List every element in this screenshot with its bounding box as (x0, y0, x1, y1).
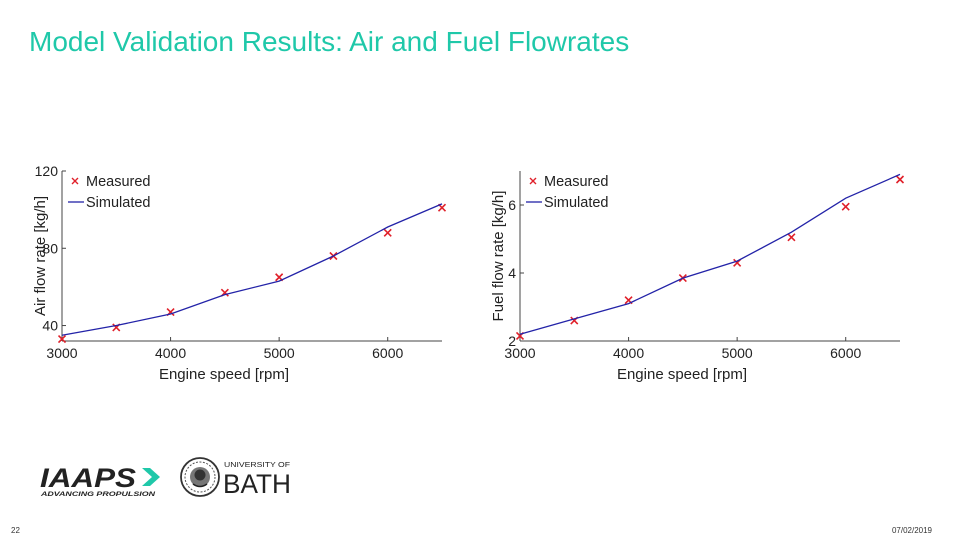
legend-simulated-label: Simulated (544, 195, 608, 211)
x-tick-label: 3000 (504, 345, 535, 361)
y-axis-title: Fuel flow rate [kg/h] (490, 191, 507, 322)
legend-simulated-label: Simulated (86, 195, 150, 211)
simulated-series-line (61, 203, 443, 336)
iaaps-logo: IAAPS ADVANCING PROPULSION (40, 463, 160, 498)
air-flow-chart: 3000 4000 5000 6000 40 80 120 Engine speed [rpm… (32, 163, 447, 383)
page-number: 22 (11, 526, 20, 535)
bath-logo-line2: BATH (223, 469, 291, 499)
legend-measured-marker (71, 177, 79, 185)
chart-legend: Measured Simulated (526, 174, 608, 211)
y-axis-title: Air flow rate [kg/h] (32, 196, 49, 316)
measured-point (895, 175, 905, 184)
y-tick-label: 120 (35, 163, 59, 179)
x-tick-label: 5000 (722, 345, 753, 361)
fuel-flow-chart: 3000 4000 5000 6000 2 4 6 Engine speed [rpm] Fue… (490, 171, 905, 383)
university-of-bath-logo: UNIVERSITY OF BATH (180, 457, 291, 499)
iaaps-logo-chevron-icon (142, 468, 160, 486)
measured-point (841, 202, 850, 211)
measured-point (383, 228, 392, 237)
iaaps-logo-tagline: ADVANCING PROPULSION (40, 491, 156, 498)
x-tick-label: 5000 (264, 345, 295, 361)
measured-point (57, 335, 67, 344)
slide-title: Model Validation Results: Air and Fuel F… (29, 26, 630, 57)
x-axis-title: Engine speed [rpm] (617, 366, 747, 383)
y-tick-label: 4 (508, 265, 516, 281)
measured-point (787, 233, 796, 242)
y-tick-label: 6 (508, 197, 516, 213)
bath-logo-line1: UNIVERSITY OF (224, 462, 290, 469)
x-tick-label: 6000 (830, 345, 861, 361)
legend-measured-marker (529, 177, 537, 185)
y-tick-label: 80 (42, 240, 58, 256)
legend-measured-label: Measured (86, 174, 150, 190)
chart-legend: Measured Simulated (68, 174, 150, 211)
legend-measured-label: Measured (544, 174, 608, 190)
x-tick-label: 4000 (613, 345, 644, 361)
bath-seal-icon (180, 457, 220, 497)
x-axis-title: Engine speed [rpm] (159, 366, 289, 383)
simulated-series-line (519, 173, 901, 335)
x-tick-label: 6000 (372, 345, 403, 361)
y-tick-label: 2 (508, 333, 516, 349)
iaaps-logo-text: IAAPS (40, 463, 136, 493)
x-tick-label: 4000 (155, 345, 186, 361)
x-tick-label: 3000 (46, 345, 77, 361)
slide-date: 07/02/2019 (891, 526, 932, 535)
y-tick-label: 40 (42, 318, 58, 334)
